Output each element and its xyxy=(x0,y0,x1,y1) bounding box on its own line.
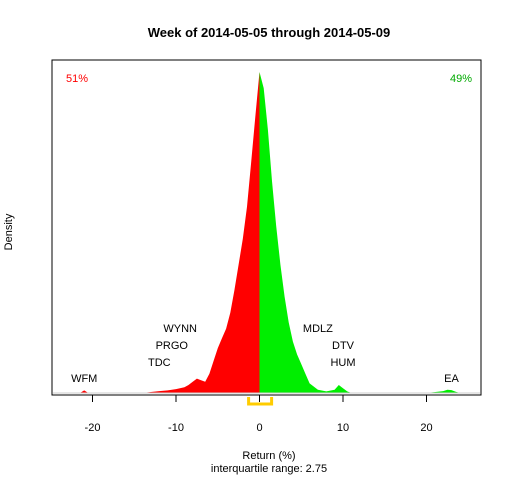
down-percentage: 51% xyxy=(66,73,88,85)
up-area xyxy=(259,72,460,393)
y-axis-label: Density xyxy=(3,213,15,250)
x-axis: -20 -10 0 10 20 xyxy=(85,395,433,434)
iqr-bracket xyxy=(247,397,274,406)
iqr-caption: interquartile range: 2.75 xyxy=(211,463,327,475)
x-tick-label: 20 xyxy=(420,422,432,434)
ticker-label: WFM xyxy=(71,373,97,385)
x-tick-label: -10 xyxy=(168,422,184,434)
x-tick-label: -20 xyxy=(85,422,101,434)
iqr-marker xyxy=(247,397,274,406)
plot-frame xyxy=(51,59,482,396)
density-areas xyxy=(53,72,480,394)
ticker-label: WYNN xyxy=(163,323,197,335)
chart-title: Week of 2014-05-05 through 2014-05-09 xyxy=(148,25,391,40)
down-area xyxy=(80,72,260,393)
x-tick-label: 0 xyxy=(256,422,262,434)
annotations: WFM TDC PRGO WYNN MDLZ DTV HUM EA xyxy=(71,323,459,385)
ticker-label: MDLZ xyxy=(303,323,333,335)
ticker-label: PRGO xyxy=(156,340,189,352)
ticker-label: HUM xyxy=(330,357,355,369)
ticker-label: EA xyxy=(444,373,459,385)
x-tick-label: 10 xyxy=(337,422,349,434)
ticker-label: TDC xyxy=(148,357,171,369)
ticker-label: DTV xyxy=(332,340,355,352)
up-percentage: 49% xyxy=(450,73,472,85)
x-axis-label: Return (%) xyxy=(242,450,295,462)
